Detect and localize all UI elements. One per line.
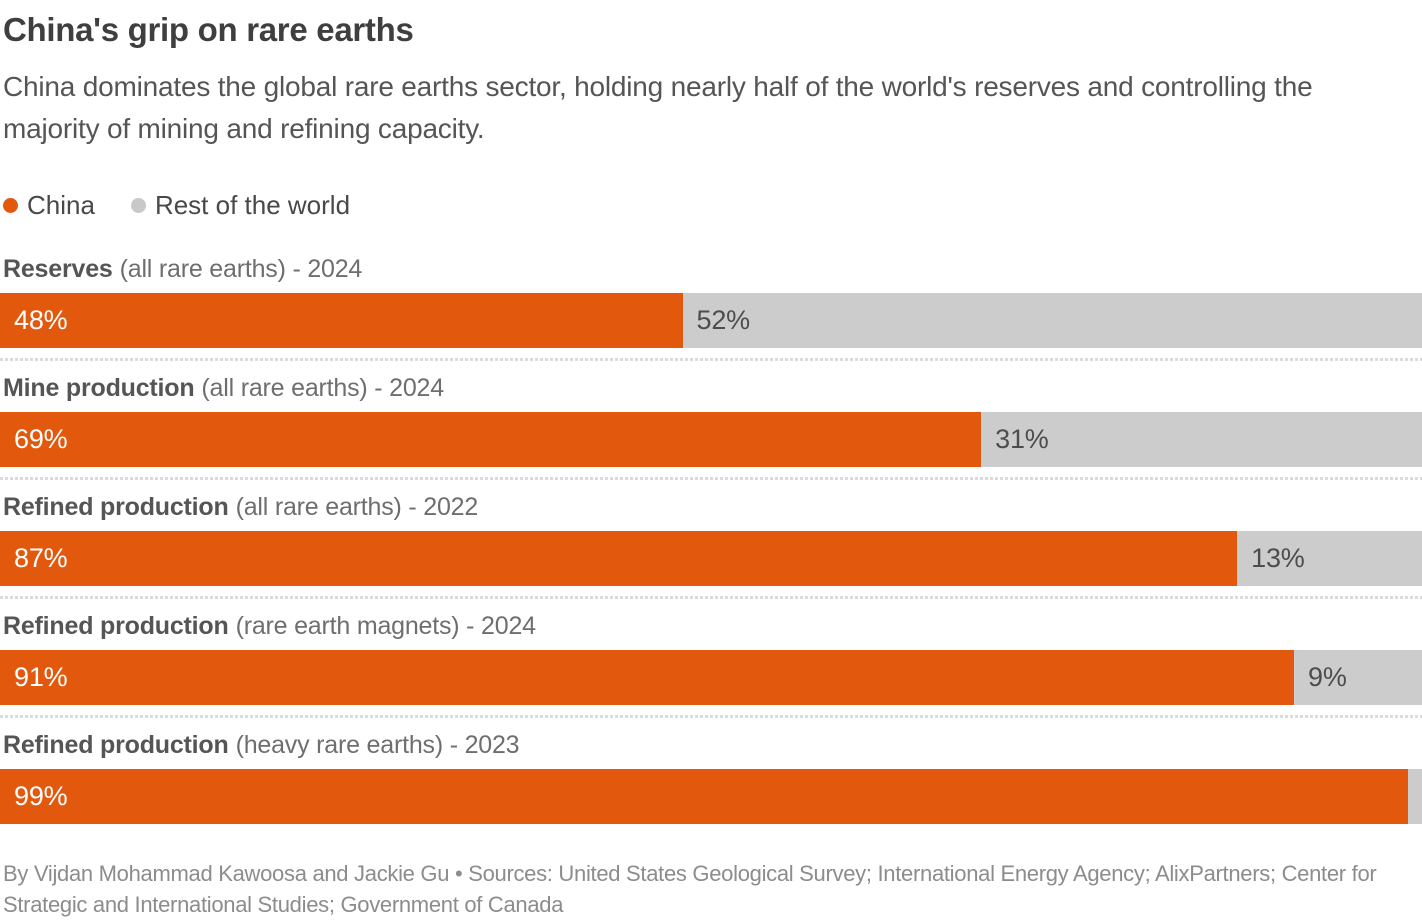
bar-china-value-label: 91%	[14, 662, 68, 692]
bar-rest-segment: 9%	[1294, 650, 1422, 705]
chart-title: China's grip on rare earths	[3, 11, 414, 48]
legend-item-rest-of-world: Rest of the world	[130, 190, 351, 221]
legend: China Rest of the world	[0, 190, 1422, 221]
row-divider	[0, 477, 1422, 480]
bar-row-qualifier: (rare earth magnets) - 2024	[235, 612, 537, 640]
bar-rest-value-label: 31%	[995, 424, 1049, 454]
stacked-bar: 99%	[0, 769, 1422, 824]
bar-china-segment: 48%	[0, 293, 683, 348]
bar-row-metric: Refined production	[3, 612, 229, 640]
bar-row-label: Mine production (all rare earths) - 2024	[0, 373, 1422, 403]
bar-china-segment: 91%	[0, 650, 1295, 705]
bar-china-value-label: 99%	[14, 781, 68, 811]
bar-group: Reserves (all rare earths) - 2024 48% 52%	[0, 254, 1422, 361]
legend-item-china: China	[3, 190, 95, 221]
bar-row-metric: Refined production	[3, 493, 229, 521]
bar-china-value-label: 87%	[14, 543, 68, 573]
stacked-bar: 48% 52%	[0, 293, 1422, 348]
bar-rest-segment: 13%	[1237, 531, 1422, 586]
bar-rest-value-label: 9%	[1308, 662, 1347, 692]
bar-row-metric: Mine production	[3, 374, 195, 402]
bar-row-qualifier: (heavy rare earths) - 2023	[235, 731, 520, 759]
chart-subtitle: China dominates the global rare earths s…	[3, 71, 1313, 144]
bar-rest-value-label: 13%	[1251, 543, 1305, 573]
bar-row-metric: Reserves	[3, 255, 113, 283]
legend-label-china: China	[27, 190, 95, 220]
bar-china-value-label: 48%	[14, 305, 68, 335]
bar-row-label: Refined production (heavy rare earths) - …	[0, 730, 1422, 760]
row-divider	[0, 358, 1422, 361]
bar-rest-value-label: 52%	[696, 305, 751, 335]
bar-group: Mine production (all rare earths) - 2024 …	[0, 373, 1422, 480]
source-credit: By Vijdan Mohammad Kawoosa and Jackie Gu…	[3, 861, 1377, 917]
bar-row-label: Refined production (rare earth magnets) -…	[0, 611, 1422, 641]
legend-label-rest-of-world: Rest of the world	[154, 190, 351, 220]
stacked-bar: 91% 9%	[0, 650, 1422, 705]
legend-swatch-china-icon	[3, 198, 18, 213]
legend-swatch-rest-of-world-icon	[130, 198, 146, 213]
stacked-bar: 69% 31%	[0, 412, 1422, 467]
bar-rows: Reserves (all rare earths) - 2024 48% 52%…	[0, 254, 1422, 824]
bar-china-value-label: 69%	[14, 424, 68, 454]
bar-row-label: Refined production (all rare earths) - 20…	[0, 492, 1422, 522]
bar-rest-segment: 52%	[682, 293, 1422, 348]
bar-china-segment: 87%	[0, 531, 1238, 586]
bar-row-qualifier: (all rare earths) - 2024	[201, 374, 444, 402]
stacked-bar: 87% 13%	[0, 531, 1422, 586]
bar-row-qualifier: (all rare earths) - 2024	[119, 255, 363, 283]
bar-rest-segment	[1407, 769, 1422, 824]
bar-row-qualifier: (all rare earths) - 2022	[235, 493, 479, 521]
bar-row-label: Reserves (all rare earths) - 2024	[0, 254, 1422, 284]
bar-group: Refined production (rare earth magnets) -…	[0, 611, 1422, 718]
bar-china-segment: 99%	[0, 769, 1408, 824]
bar-row-metric: Refined production	[3, 731, 229, 759]
row-divider	[0, 715, 1422, 718]
bar-group: Refined production (heavy rare earths) - …	[0, 730, 1422, 824]
bar-rest-segment: 31%	[981, 412, 1422, 467]
bar-group: Refined production (all rare earths) - 20…	[0, 492, 1422, 599]
bar-china-segment: 69%	[0, 412, 982, 467]
row-divider	[0, 596, 1422, 599]
